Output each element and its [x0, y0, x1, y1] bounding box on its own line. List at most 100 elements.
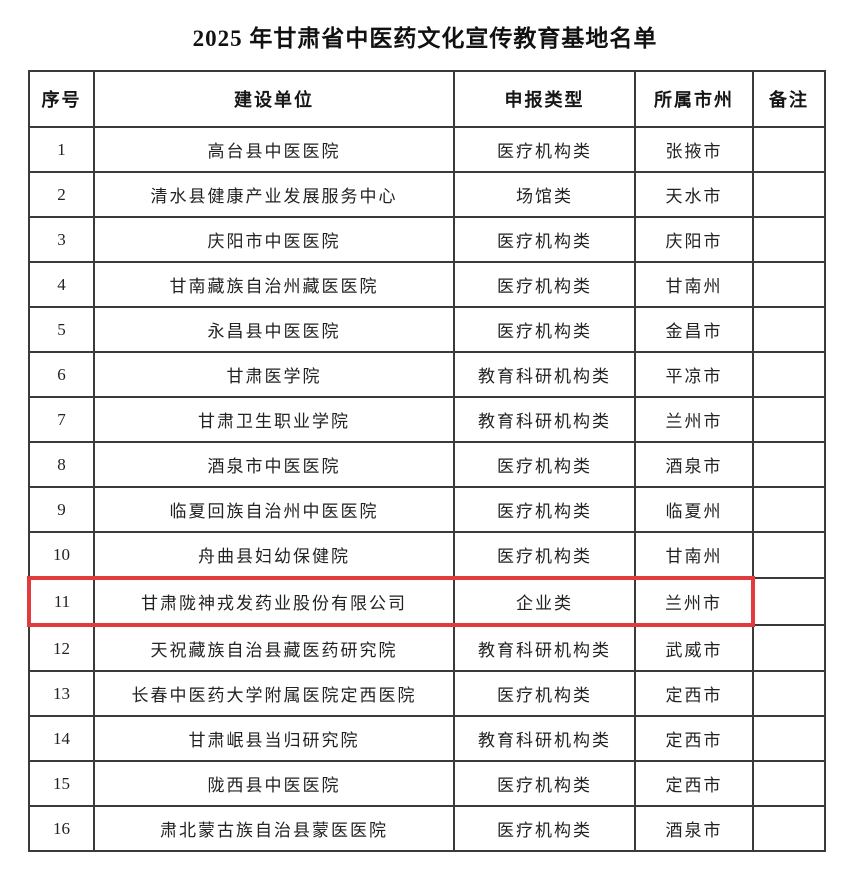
cell-application-type: 医疗机构类: [453, 126, 636, 173]
cell-construction-unit: 高台县中医医院: [93, 126, 455, 173]
table-row: 1 高台县中医医院 医疗机构类 张掖市: [28, 126, 826, 173]
cell-remarks: [752, 760, 826, 807]
cell-remarks: [752, 577, 826, 626]
cell-serial-number: 12: [28, 624, 95, 672]
cell-construction-unit: 甘南藏族自治州藏医医院: [93, 261, 455, 308]
cell-application-type: 医疗机构类: [453, 216, 636, 263]
table-row: 7 甘肃卫生职业学院 教育科研机构类 兰州市: [28, 396, 826, 443]
cell-city-prefecture: 临夏州: [634, 486, 754, 533]
cell-remarks: [752, 805, 826, 852]
table-row: 16 肃北蒙古族自治县蒙医医院 医疗机构类 酒泉市: [28, 805, 826, 852]
cell-remarks: [752, 261, 826, 308]
cell-application-type: 教育科研机构类: [453, 715, 636, 762]
cell-construction-unit: 清水县健康产业发展服务中心: [93, 171, 455, 218]
cell-city-prefecture: 张掖市: [634, 126, 754, 173]
cell-application-type: 医疗机构类: [453, 441, 636, 488]
cell-city-prefecture: 甘南州: [634, 531, 754, 579]
cell-city-prefecture: 酒泉市: [634, 805, 754, 852]
cell-city-prefecture: 兰州市: [634, 396, 754, 443]
cell-construction-unit: 庆阳市中医医院: [93, 216, 455, 263]
table-header: 序号 建设单位 申报类型 所属市州 备注: [28, 70, 826, 128]
cell-remarks: [752, 351, 826, 398]
table-body: 1 高台县中医医院 医疗机构类 张掖市 2 清水县健康产业发展服务中心 场馆类 …: [27, 126, 826, 852]
cell-construction-unit: 天祝藏族自治县藏医药研究院: [93, 624, 455, 672]
table-row: 12 天祝藏族自治县藏医药研究院 教育科研机构类 武威市: [28, 624, 826, 672]
cell-serial-number: 1: [28, 126, 95, 173]
cell-application-type: 教育科研机构类: [453, 624, 636, 672]
cell-serial-number: 10: [28, 531, 95, 579]
cell-city-prefecture: 平凉市: [634, 351, 754, 398]
col-header-city: 所属市州: [634, 70, 754, 128]
cell-remarks: [752, 670, 826, 717]
cell-application-type: 医疗机构类: [453, 531, 636, 579]
cell-construction-unit: 甘肃卫生职业学院: [93, 396, 455, 443]
cell-serial-number: 6: [28, 351, 95, 398]
cell-construction-unit: 舟曲县妇幼保健院: [93, 531, 455, 579]
cell-application-type: 医疗机构类: [453, 486, 636, 533]
cell-serial-number: 16: [28, 805, 95, 852]
cell-application-type: 医疗机构类: [453, 760, 636, 807]
table-row: 2 清水县健康产业发展服务中心 场馆类 天水市: [28, 171, 826, 218]
col-header-unit: 建设单位: [93, 70, 455, 128]
col-header-type: 申报类型: [453, 70, 636, 128]
col-header-no: 序号: [28, 70, 95, 128]
cell-remarks: [752, 624, 826, 672]
cell-construction-unit: 永昌县中医医院: [93, 306, 455, 353]
cell-city-prefecture: 甘南州: [634, 261, 754, 308]
cell-remarks: [752, 396, 826, 443]
table-row: 4 甘南藏族自治州藏医医院 医疗机构类 甘南州: [28, 261, 826, 308]
cell-city-prefecture: 定西市: [634, 760, 754, 807]
cell-construction-unit: 甘肃岷县当归研究院: [93, 715, 455, 762]
table-row: 8 酒泉市中医医院 医疗机构类 酒泉市: [28, 441, 826, 488]
cell-city-prefecture: 定西市: [634, 670, 754, 717]
cell-serial-number: 2: [28, 171, 95, 218]
table-row: 3 庆阳市中医医院 医疗机构类 庆阳市: [28, 216, 826, 263]
col-header-note: 备注: [752, 70, 826, 128]
cell-construction-unit: 甘肃陇神戎发药业股份有限公司: [93, 576, 455, 627]
table-row: 10 舟曲县妇幼保健院 医疗机构类 甘南州: [28, 531, 826, 579]
cell-application-type: 教育科研机构类: [453, 351, 636, 398]
cell-remarks: [752, 531, 826, 579]
cell-application-type: 企业类: [453, 576, 636, 627]
table-row: 13 长春中医药大学附属医院定西医院 医疗机构类 定西市: [28, 670, 826, 717]
cell-serial-number: 5: [28, 306, 95, 353]
table-row-highlighted: 11 甘肃陇神戎发药业股份有限公司 企业类 兰州市: [27, 576, 826, 627]
cell-construction-unit: 甘肃医学院: [93, 351, 455, 398]
cell-construction-unit: 肃北蒙古族自治县蒙医医院: [93, 805, 455, 852]
cell-remarks: [752, 126, 826, 173]
cell-serial-number: 8: [28, 441, 95, 488]
cell-application-type: 医疗机构类: [453, 261, 636, 308]
cell-serial-number: 9: [28, 486, 95, 533]
table-row: 9 临夏回族自治州中医医院 医疗机构类 临夏州: [28, 486, 826, 533]
cell-city-prefecture: 武威市: [634, 624, 754, 672]
table-row: 14 甘肃岷县当归研究院 教育科研机构类 定西市: [28, 715, 826, 762]
cell-remarks: [752, 486, 826, 533]
cell-application-type: 医疗机构类: [453, 670, 636, 717]
cell-city-prefecture: 庆阳市: [634, 216, 754, 263]
cell-application-type: 医疗机构类: [453, 306, 636, 353]
cell-application-type: 医疗机构类: [453, 805, 636, 852]
cell-serial-number: 15: [28, 760, 95, 807]
cell-serial-number: 11: [27, 576, 95, 627]
cell-construction-unit: 临夏回族自治州中医医院: [93, 486, 455, 533]
cell-construction-unit: 陇西县中医医院: [93, 760, 455, 807]
cell-remarks: [752, 306, 826, 353]
cell-remarks: [752, 715, 826, 762]
cell-construction-unit: 长春中医药大学附属医院定西医院: [93, 670, 455, 717]
cell-construction-unit: 酒泉市中医医院: [93, 441, 455, 488]
cell-application-type: 教育科研机构类: [453, 396, 636, 443]
header-row: 序号 建设单位 申报类型 所属市州 备注: [28, 70, 826, 128]
cell-city-prefecture: 天水市: [634, 171, 754, 218]
cell-remarks: [752, 441, 826, 488]
cell-serial-number: 4: [28, 261, 95, 308]
cell-application-type: 场馆类: [453, 171, 636, 218]
table-row: 6 甘肃医学院 教育科研机构类 平凉市: [28, 351, 826, 398]
table-row: 15 陇西县中医医院 医疗机构类 定西市: [28, 760, 826, 807]
cell-serial-number: 14: [28, 715, 95, 762]
cell-city-prefecture: 金昌市: [634, 306, 754, 353]
cell-serial-number: 7: [28, 396, 95, 443]
cell-serial-number: 3: [28, 216, 95, 263]
cell-city-prefecture: 酒泉市: [634, 441, 754, 488]
cell-remarks: [752, 171, 826, 218]
